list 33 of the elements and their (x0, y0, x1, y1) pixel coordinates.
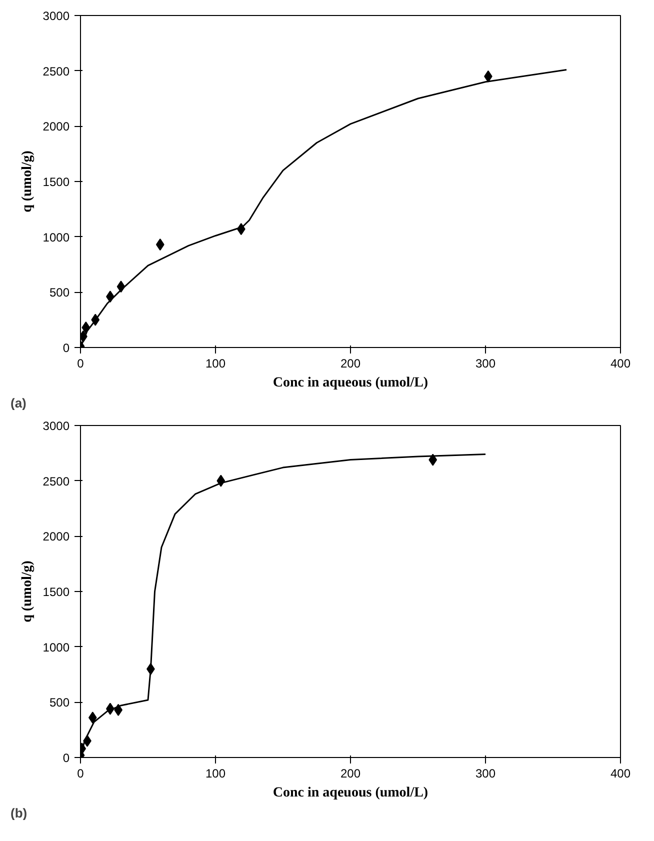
text: (a) (10, 396, 26, 410)
x-tick-label: 200 (340, 766, 361, 780)
point (88, 712, 97, 724)
x-tick-label: 0 (77, 356, 84, 370)
y-axis-title: q (umol/g) (20, 560, 35, 622)
x-tick-label: 400 (610, 356, 631, 370)
x-tick-label: 100 (205, 766, 226, 780)
x-tick-label: 0 (77, 766, 84, 780)
y-tick-label: 3000 (42, 419, 70, 433)
x-tick-label: 100 (205, 356, 226, 370)
y-tick-label: 1500 (42, 585, 70, 599)
point (428, 454, 438, 466)
x-axis-title: Conc in aqeuous (umol/L) (272, 786, 428, 800)
y-tick-label: 0 (62, 341, 70, 355)
y-axis-title: q (umol/g) (20, 150, 35, 212)
y-tick-label: 2000 (42, 530, 70, 544)
y-tick-label: 0 (62, 751, 70, 765)
y-tick-label: 2000 (42, 120, 70, 134)
y-tick-label: 1000 (42, 640, 70, 654)
x-axis-title: Conc in aqueous (umol/L) (272, 376, 428, 390)
y-tick-label: 500 (49, 696, 70, 710)
y-tick-label: 2500 (42, 64, 70, 78)
y-tick-label: 1500 (42, 175, 70, 189)
x-tick-label: 400 (610, 766, 631, 780)
x-tick-label: 200 (340, 356, 361, 370)
y-tick-label: 1000 (42, 230, 70, 244)
x-tick-label: 300 (475, 766, 496, 780)
y-tick-label: 500 (49, 286, 70, 300)
y-tick-label: 3000 (42, 9, 70, 23)
y-tick-label: 2500 (42, 474, 70, 488)
text: (b) (10, 806, 28, 820)
point (156, 238, 164, 251)
x-tick-label: 300 (475, 356, 496, 370)
